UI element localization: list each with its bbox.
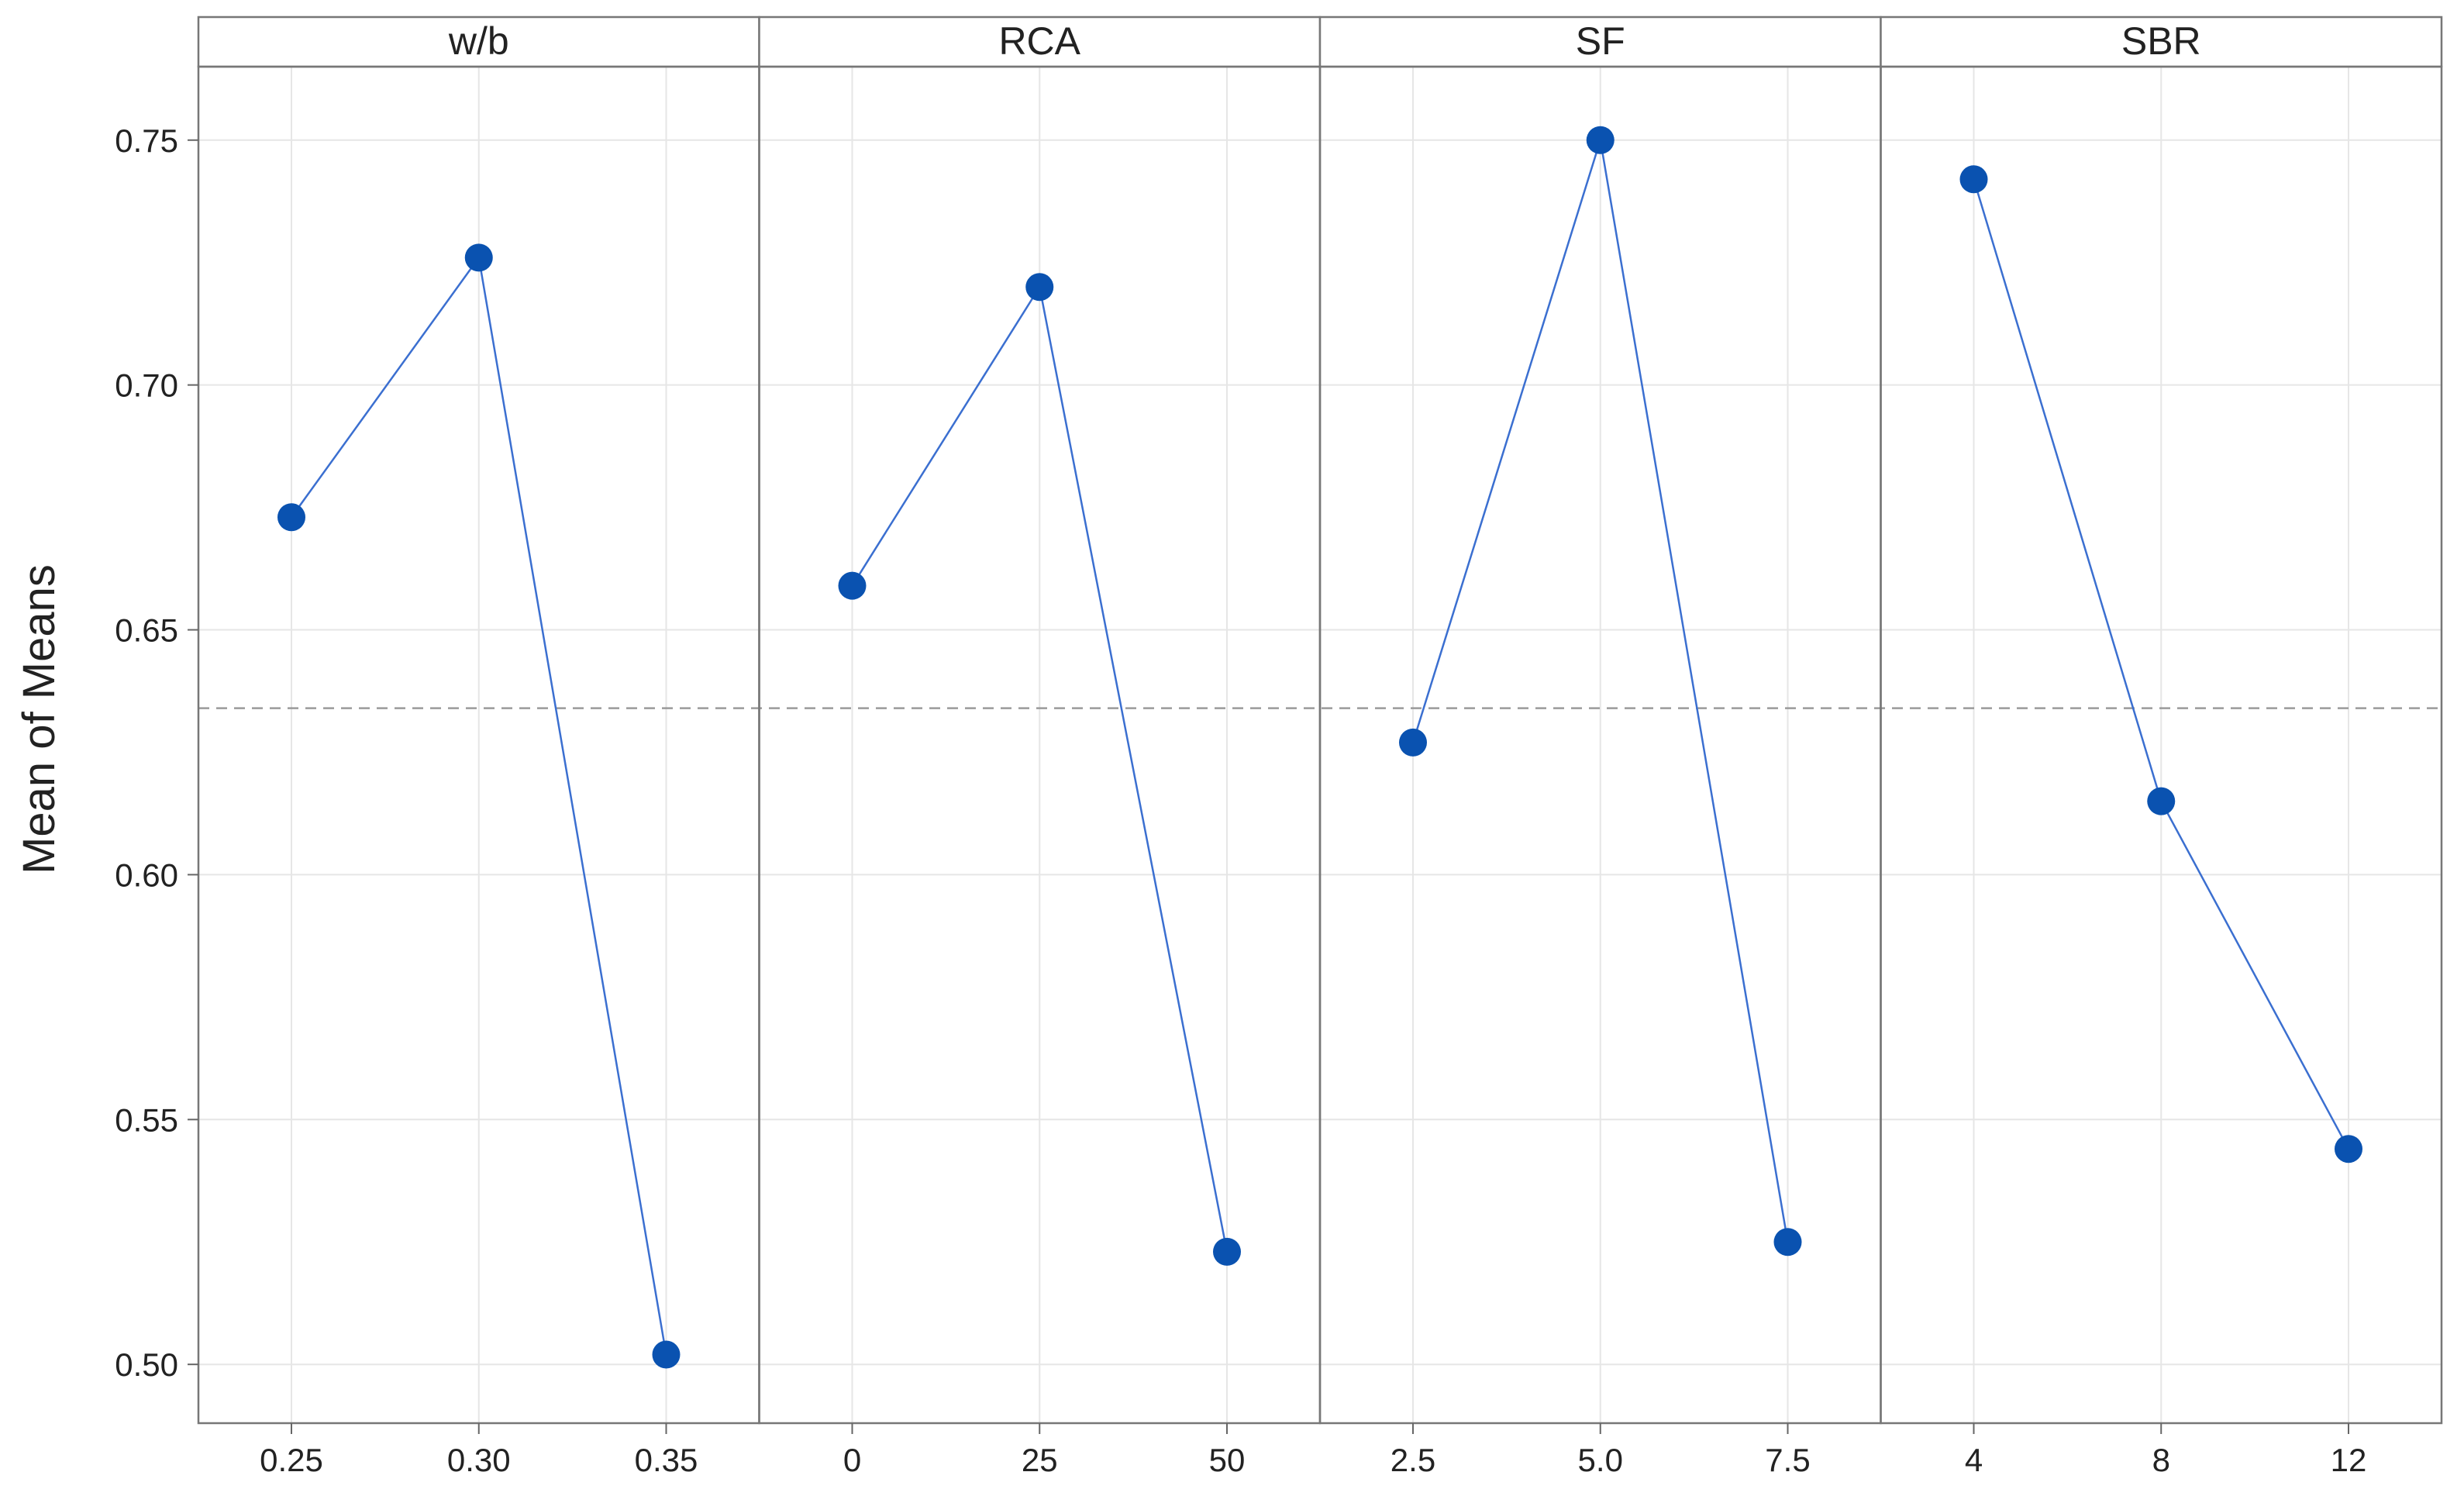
x-tick-label: 4 bbox=[1965, 1442, 1983, 1478]
panel-title: SBR bbox=[2121, 19, 2201, 63]
x-tick-label: 7.5 bbox=[1765, 1442, 1810, 1478]
panel-title: SF bbox=[1576, 19, 1625, 63]
data-point bbox=[2335, 1135, 2362, 1163]
y-axis-label: Mean of Means bbox=[14, 564, 64, 874]
x-tick-label: 0 bbox=[843, 1442, 861, 1478]
panel-header-1 bbox=[758, 16, 1322, 68]
y-tick-label: 0.70 bbox=[115, 367, 178, 404]
y-tick-label: 0.65 bbox=[115, 612, 178, 649]
y-tick-label: 0.55 bbox=[115, 1101, 178, 1138]
series-layer bbox=[277, 126, 2362, 1369]
data-point bbox=[1773, 1228, 1802, 1257]
data-point bbox=[1025, 273, 1054, 302]
x-tick-label: 0.25 bbox=[260, 1442, 323, 1478]
data-point bbox=[464, 243, 493, 272]
plot-frame: w/b RCA SF SBR bbox=[197, 16, 2443, 1425]
x-tick-label: 2.5 bbox=[1391, 1442, 1435, 1478]
axis-layer: 0.50 0.55 0.60 0.65 0.70 0.75 0.25 0.30 0.35 0 25 5… bbox=[115, 122, 2366, 1478]
panel-header-3 bbox=[1880, 16, 2443, 68]
x-tick-label: 5.0 bbox=[1578, 1442, 1623, 1478]
y-tick-label: 0.75 bbox=[115, 122, 178, 159]
data-point bbox=[838, 571, 867, 600]
x-tick-label: 50 bbox=[1209, 1442, 1246, 1478]
data-point bbox=[1959, 165, 1988, 194]
panel-title: w/b bbox=[448, 19, 509, 63]
x-tick-label: 8 bbox=[2152, 1442, 2170, 1478]
data-point bbox=[1586, 126, 1615, 154]
y-tick-label: 0.60 bbox=[115, 857, 178, 893]
data-point bbox=[2147, 787, 2176, 815]
data-point bbox=[277, 503, 305, 532]
x-tick-label: 0.35 bbox=[635, 1442, 698, 1478]
data-point bbox=[1399, 728, 1427, 757]
data-point bbox=[1213, 1237, 1241, 1266]
x-tick-label: 12 bbox=[2331, 1442, 2367, 1478]
x-tick-label: 25 bbox=[1022, 1442, 1058, 1478]
y-tick-label: 0.50 bbox=[115, 1346, 178, 1383]
data-point bbox=[652, 1340, 681, 1369]
panel-title: RCA bbox=[998, 19, 1080, 63]
x-tick-label: 0.30 bbox=[447, 1442, 511, 1478]
